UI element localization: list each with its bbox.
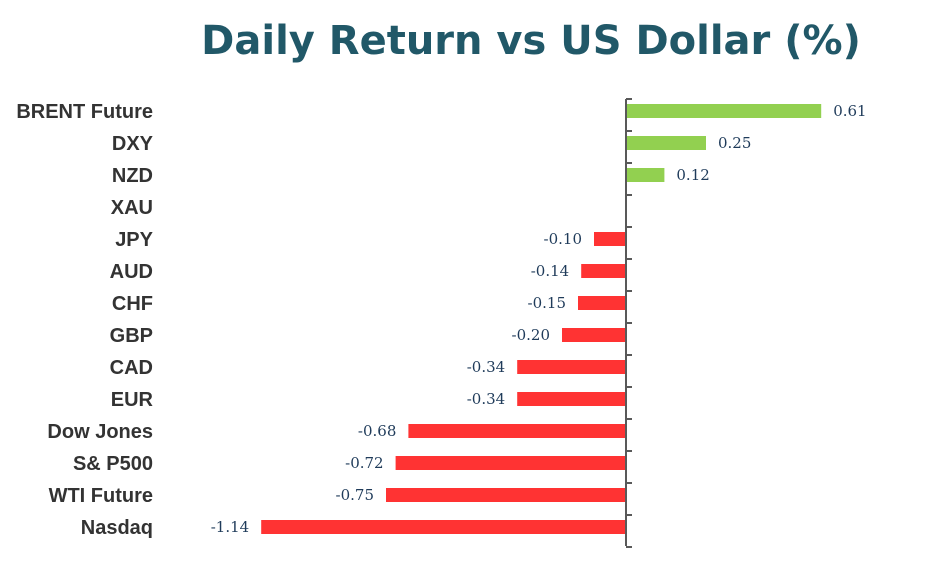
value-label: -0.14	[531, 262, 569, 280]
value-label: -0.68	[358, 422, 396, 440]
category-label: EUR	[111, 389, 154, 411]
category-label: DXY	[112, 133, 154, 155]
bar	[562, 328, 626, 342]
bar	[626, 104, 822, 118]
bar	[581, 264, 626, 278]
category-label: NZD	[112, 165, 153, 187]
category-label: GBP	[110, 325, 153, 347]
axis-layer	[625, 98, 632, 548]
category-label: XAU	[111, 197, 153, 219]
bar	[517, 392, 626, 406]
bar	[517, 360, 626, 374]
bar	[395, 456, 626, 470]
category-label: S& P500	[73, 453, 153, 475]
bar	[408, 424, 626, 438]
value-label: -0.10	[544, 230, 582, 248]
category-label: Dow Jones	[47, 421, 153, 443]
bar	[386, 488, 626, 502]
value-label: -0.75	[336, 486, 374, 504]
value-label: -1.14	[211, 518, 249, 536]
value-label: -0.72	[345, 454, 383, 472]
category-label: CAD	[110, 357, 153, 379]
bars-layer	[261, 104, 822, 534]
bar	[626, 168, 665, 182]
labels-layer: BRENT Future 0.61 DXY 0.25 NZD 0.12 XAU JPY -0.1…	[16, 101, 866, 539]
category-label: WTI Future	[49, 485, 153, 507]
category-label: CHF	[112, 293, 153, 315]
bar	[626, 136, 706, 150]
value-label: 0.12	[676, 166, 709, 184]
value-label: -0.15	[528, 294, 566, 312]
chart-title: Daily Return vs US Dollar (%)	[201, 18, 861, 64]
category-label: BRENT Future	[16, 101, 153, 123]
value-label: -0.34	[467, 390, 505, 408]
bar	[578, 296, 626, 310]
bar	[261, 520, 626, 534]
value-label: -0.34	[467, 358, 505, 376]
category-label: AUD	[110, 261, 153, 283]
category-label: JPY	[115, 229, 153, 251]
value-label: 0.25	[718, 134, 751, 152]
value-label: -0.20	[512, 326, 550, 344]
bar	[594, 232, 626, 246]
value-label: 0.61	[833, 102, 866, 120]
category-label: Nasdaq	[81, 517, 153, 539]
